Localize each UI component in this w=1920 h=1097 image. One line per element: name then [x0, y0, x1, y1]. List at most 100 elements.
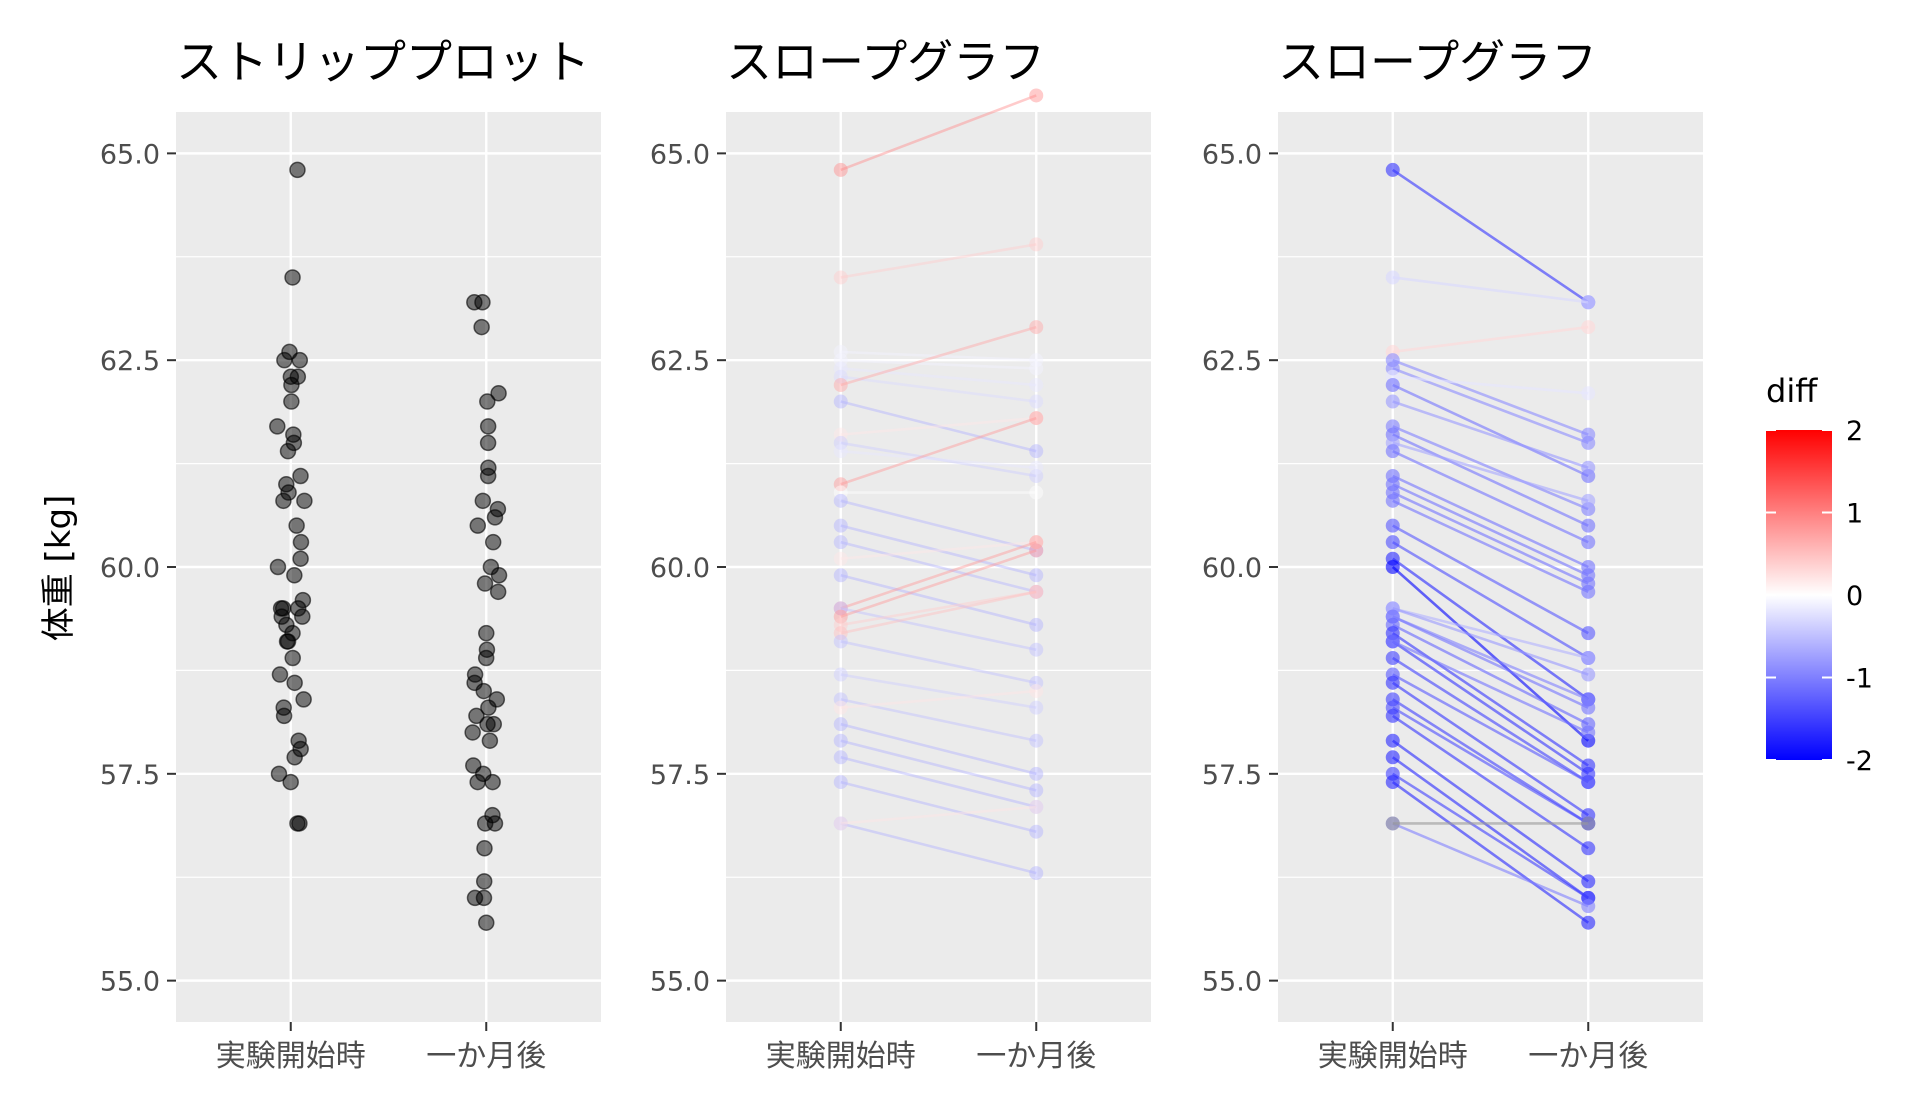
strip-point [490, 385, 507, 402]
slope-point [833, 551, 848, 566]
y-tick-label: 62.5 [1202, 346, 1262, 377]
slope-line [1392, 681, 1589, 817]
slope-line [1392, 541, 1589, 660]
slope-point [833, 775, 848, 790]
strip-point [474, 294, 491, 311]
strip-point [476, 575, 494, 592]
strip-point [479, 434, 497, 452]
slope-line [1392, 400, 1589, 469]
x-tick-label: 一か月後 [1528, 1039, 1648, 1074]
strip-point [478, 914, 495, 931]
slope-point [1029, 584, 1044, 599]
slope-point [833, 601, 848, 616]
slope-line [1392, 433, 1589, 527]
slope-line [1392, 623, 1589, 726]
slope-line [840, 698, 1037, 742]
y-tick-label: 55.0 [650, 967, 710, 998]
strip-point [292, 550, 309, 567]
slope-line [1392, 524, 1589, 635]
slope-point [833, 601, 848, 616]
slope-point [1029, 617, 1044, 632]
slope-line [840, 780, 1037, 833]
slope-point [1029, 684, 1044, 699]
strip-point [485, 715, 503, 733]
strip-point [466, 889, 484, 907]
slope-point [1029, 320, 1044, 335]
slope-point [833, 750, 848, 765]
y-tick-label: 57.5 [1202, 760, 1262, 791]
strip-point [479, 418, 497, 435]
slope-line [840, 540, 1037, 561]
strip-point [475, 682, 493, 700]
slope-line [1392, 640, 1589, 775]
slope-line [1392, 358, 1589, 436]
slope-point [833, 617, 848, 632]
strip-point [296, 492, 313, 510]
slope-point [1385, 708, 1400, 723]
slope-point [1581, 874, 1596, 889]
slope-point [1029, 394, 1044, 409]
slope-point [1029, 469, 1044, 483]
slope-line [1392, 383, 1589, 478]
slope-line [1391, 781, 1590, 924]
strip-point [279, 633, 297, 650]
legend-tick-label: 0 [1846, 581, 1863, 612]
slope-point [1029, 700, 1044, 715]
slope-line [1392, 168, 1589, 304]
slope-point [1029, 485, 1044, 500]
slope-point [1581, 320, 1596, 335]
strip-point [477, 649, 495, 667]
slope-point [1385, 750, 1400, 765]
slope-point [1385, 378, 1400, 392]
slope-line [1391, 739, 1590, 883]
slope-point [833, 493, 848, 508]
strip-point [276, 351, 293, 369]
legend-tick-label: -2 [1846, 746, 1873, 777]
slope-point [1581, 535, 1596, 550]
slope-point [833, 394, 848, 409]
slope-point [833, 733, 848, 748]
strip-point [289, 815, 306, 832]
slope-point [1029, 543, 1044, 558]
strip-point [294, 608, 311, 625]
slope-line [840, 416, 1037, 486]
legend-tick-label: -1 [1846, 664, 1873, 695]
slope-point [833, 344, 848, 359]
strip-point [283, 376, 300, 394]
slope-point [1385, 493, 1400, 508]
y-tick-label: 60.0 [100, 553, 160, 584]
slope-point [1581, 295, 1596, 310]
slope-line [1392, 640, 1589, 734]
slope-point [1581, 626, 1596, 641]
slope-point [1385, 270, 1400, 285]
slope-point [833, 700, 848, 715]
slope-line [840, 822, 1037, 875]
slope-graph-panel-a: スロープグラフ 55.0 57.5 60.0 62.5 65.0 実験開始時 一か月後 [650, 35, 1151, 1074]
slope-point [1029, 460, 1044, 475]
slope-line [840, 367, 1037, 387]
slope-point [1385, 444, 1400, 459]
slope-point [833, 427, 848, 442]
diff-legend: diff 2 1 0 -1 -2 [1766, 372, 1873, 777]
strip-point [269, 418, 286, 435]
slope-line [1392, 450, 1589, 544]
slope-point [1029, 675, 1044, 690]
slope-point [833, 816, 848, 831]
slope-point [1581, 435, 1596, 450]
slope-line [840, 416, 1037, 436]
slope-line [840, 805, 1037, 825]
slope-line [840, 756, 1037, 809]
strip-point [486, 509, 504, 526]
y-tick-label: 65.0 [100, 139, 160, 170]
slope-line [840, 673, 1037, 709]
strip-point [286, 674, 303, 692]
slope-line [840, 499, 1037, 552]
strip-point [275, 492, 292, 510]
slope-point [833, 626, 848, 641]
slope-point [833, 518, 848, 533]
slope-line [840, 640, 1037, 685]
slope-point [833, 535, 848, 550]
slope-point [833, 444, 848, 459]
slope-line [840, 350, 1037, 362]
